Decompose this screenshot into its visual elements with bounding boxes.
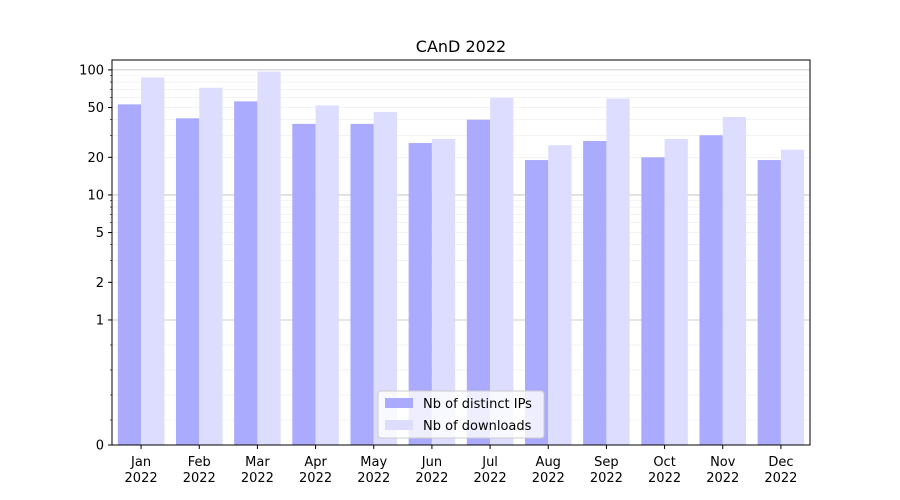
plot-frame xyxy=(111,59,811,446)
y-tick-label: 10 xyxy=(87,188,104,203)
y-tick-label: 5 xyxy=(96,226,104,241)
legend-box xyxy=(377,390,545,439)
x-tick-label: Nov 2022 xyxy=(706,455,739,486)
x-tick-label: Jul 2022 xyxy=(474,455,507,486)
bar-distinct-ips xyxy=(234,101,258,445)
bar-downloads xyxy=(257,71,281,445)
bar-downloads xyxy=(780,149,805,446)
y-tick-label: 1 xyxy=(96,313,104,328)
grid-lines xyxy=(112,69,810,421)
bar-downloads xyxy=(199,87,223,445)
bar-distinct-ips xyxy=(350,123,374,445)
bar-distinct-ips xyxy=(583,140,607,445)
legend-swatch-downloads xyxy=(385,420,413,430)
y-axis: 0 1 2 5 10 20 50 100 xyxy=(79,63,112,454)
bar-downloads xyxy=(722,117,747,445)
x-tick-label: Oct 2022 xyxy=(648,455,681,486)
y-tick-label: 0 xyxy=(96,439,104,454)
y-tick-label: 50 xyxy=(87,101,104,116)
bar-downloads xyxy=(315,105,339,446)
bar-distinct-ips xyxy=(641,157,665,445)
x-tick-label: Aug 2022 xyxy=(532,455,565,486)
bar-distinct-ips xyxy=(292,123,316,445)
bar-downloads xyxy=(548,145,572,445)
bar-downloads xyxy=(664,139,688,445)
bar-downloads xyxy=(490,97,514,445)
bar-distinct-ips xyxy=(466,119,491,446)
x-axis: Jan 2022 Feb 2022 Mar 2022 Apr 2022 May 2022 Jun 20… xyxy=(125,445,797,486)
legend-label-ips: Nb of distinct IPs xyxy=(423,397,532,412)
x-tick-label: Sep 2022 xyxy=(590,455,623,486)
bar-distinct-ips xyxy=(757,160,781,445)
legend: Nb of distinct IPs Nb of downloads xyxy=(377,390,545,439)
bar-distinct-ips xyxy=(175,118,200,445)
bar-distinct-ips xyxy=(117,104,142,445)
legend-swatch-ips xyxy=(385,398,413,408)
bar-downloads xyxy=(431,139,456,445)
bar-downloads xyxy=(373,112,398,445)
x-tick-label: Feb 2022 xyxy=(183,455,216,486)
x-tick-label: Jun 2022 xyxy=(415,455,448,486)
legend-label-downloads: Nb of downloads xyxy=(423,419,532,434)
bar-distinct-ips xyxy=(408,143,432,445)
y-tick-label: 100 xyxy=(79,63,104,78)
bar-distinct-ips xyxy=(524,160,549,445)
chart-title: CAnD 2022 xyxy=(416,37,506,56)
x-tick-label: Apr 2022 xyxy=(299,455,332,486)
x-tick-label: Dec 2022 xyxy=(764,455,797,486)
bar-downloads xyxy=(141,77,165,445)
x-tick-label: Mar 2022 xyxy=(241,455,274,486)
bar-downloads xyxy=(606,98,630,446)
y-tick-label: 20 xyxy=(87,151,104,166)
bar-distinct-ips xyxy=(699,135,723,445)
x-tick-label: May 2022 xyxy=(357,455,390,486)
x-tick-label: Jan 2022 xyxy=(125,455,158,486)
y-tick-label: 2 xyxy=(96,276,104,291)
bars xyxy=(117,71,805,446)
